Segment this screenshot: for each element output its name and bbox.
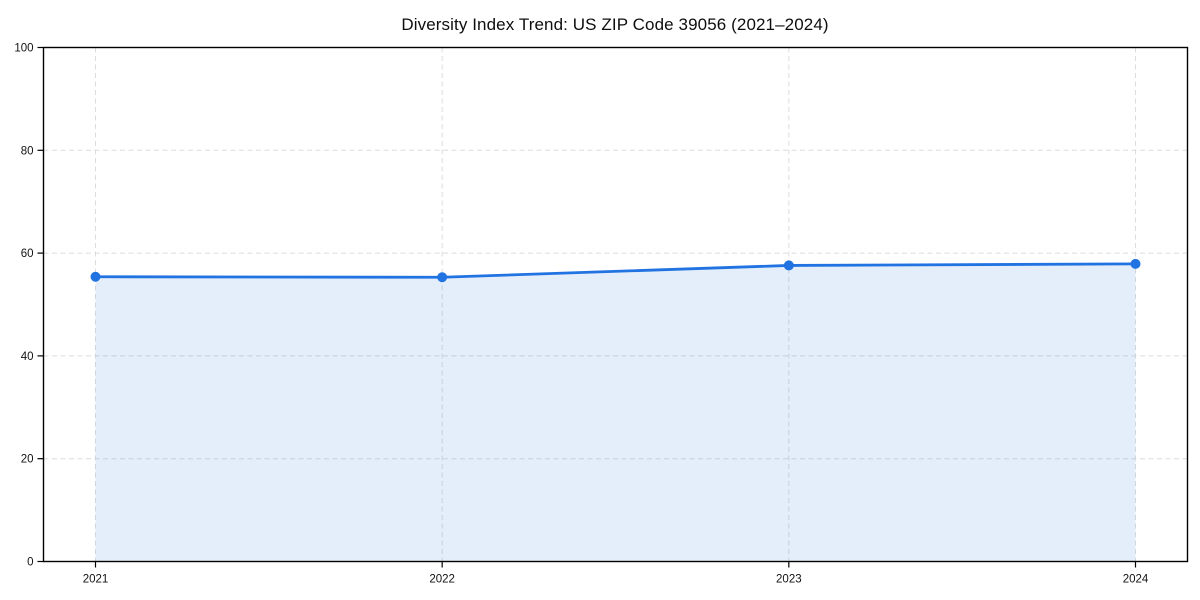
x-tick-label: 2023: [776, 574, 802, 586]
trend-line: [94, 262, 1137, 279]
axis-frame: [42, 46, 1189, 563]
data-point-2022: [437, 272, 448, 283]
data-point-2024: [1130, 258, 1141, 269]
x-tick-label: 2021: [83, 574, 109, 586]
data-point-2023: [783, 260, 794, 271]
x-tick-label: 2022: [429, 574, 455, 586]
y-tick-label: 100: [14, 43, 33, 55]
x-tick-label: 2024: [1123, 574, 1149, 586]
data-point-2021: [90, 271, 101, 282]
y-tick-label: 60: [21, 248, 34, 260]
y-tick-label: 40: [21, 351, 34, 363]
area-fill: [95, 263, 1136, 562]
y-tick-label: 20: [21, 454, 34, 466]
y-tick-label: 80: [21, 145, 34, 157]
chart-title: Diversity Index Trend: US ZIP Code 39056…: [401, 15, 829, 34]
y-tick-label: 0: [27, 557, 33, 569]
